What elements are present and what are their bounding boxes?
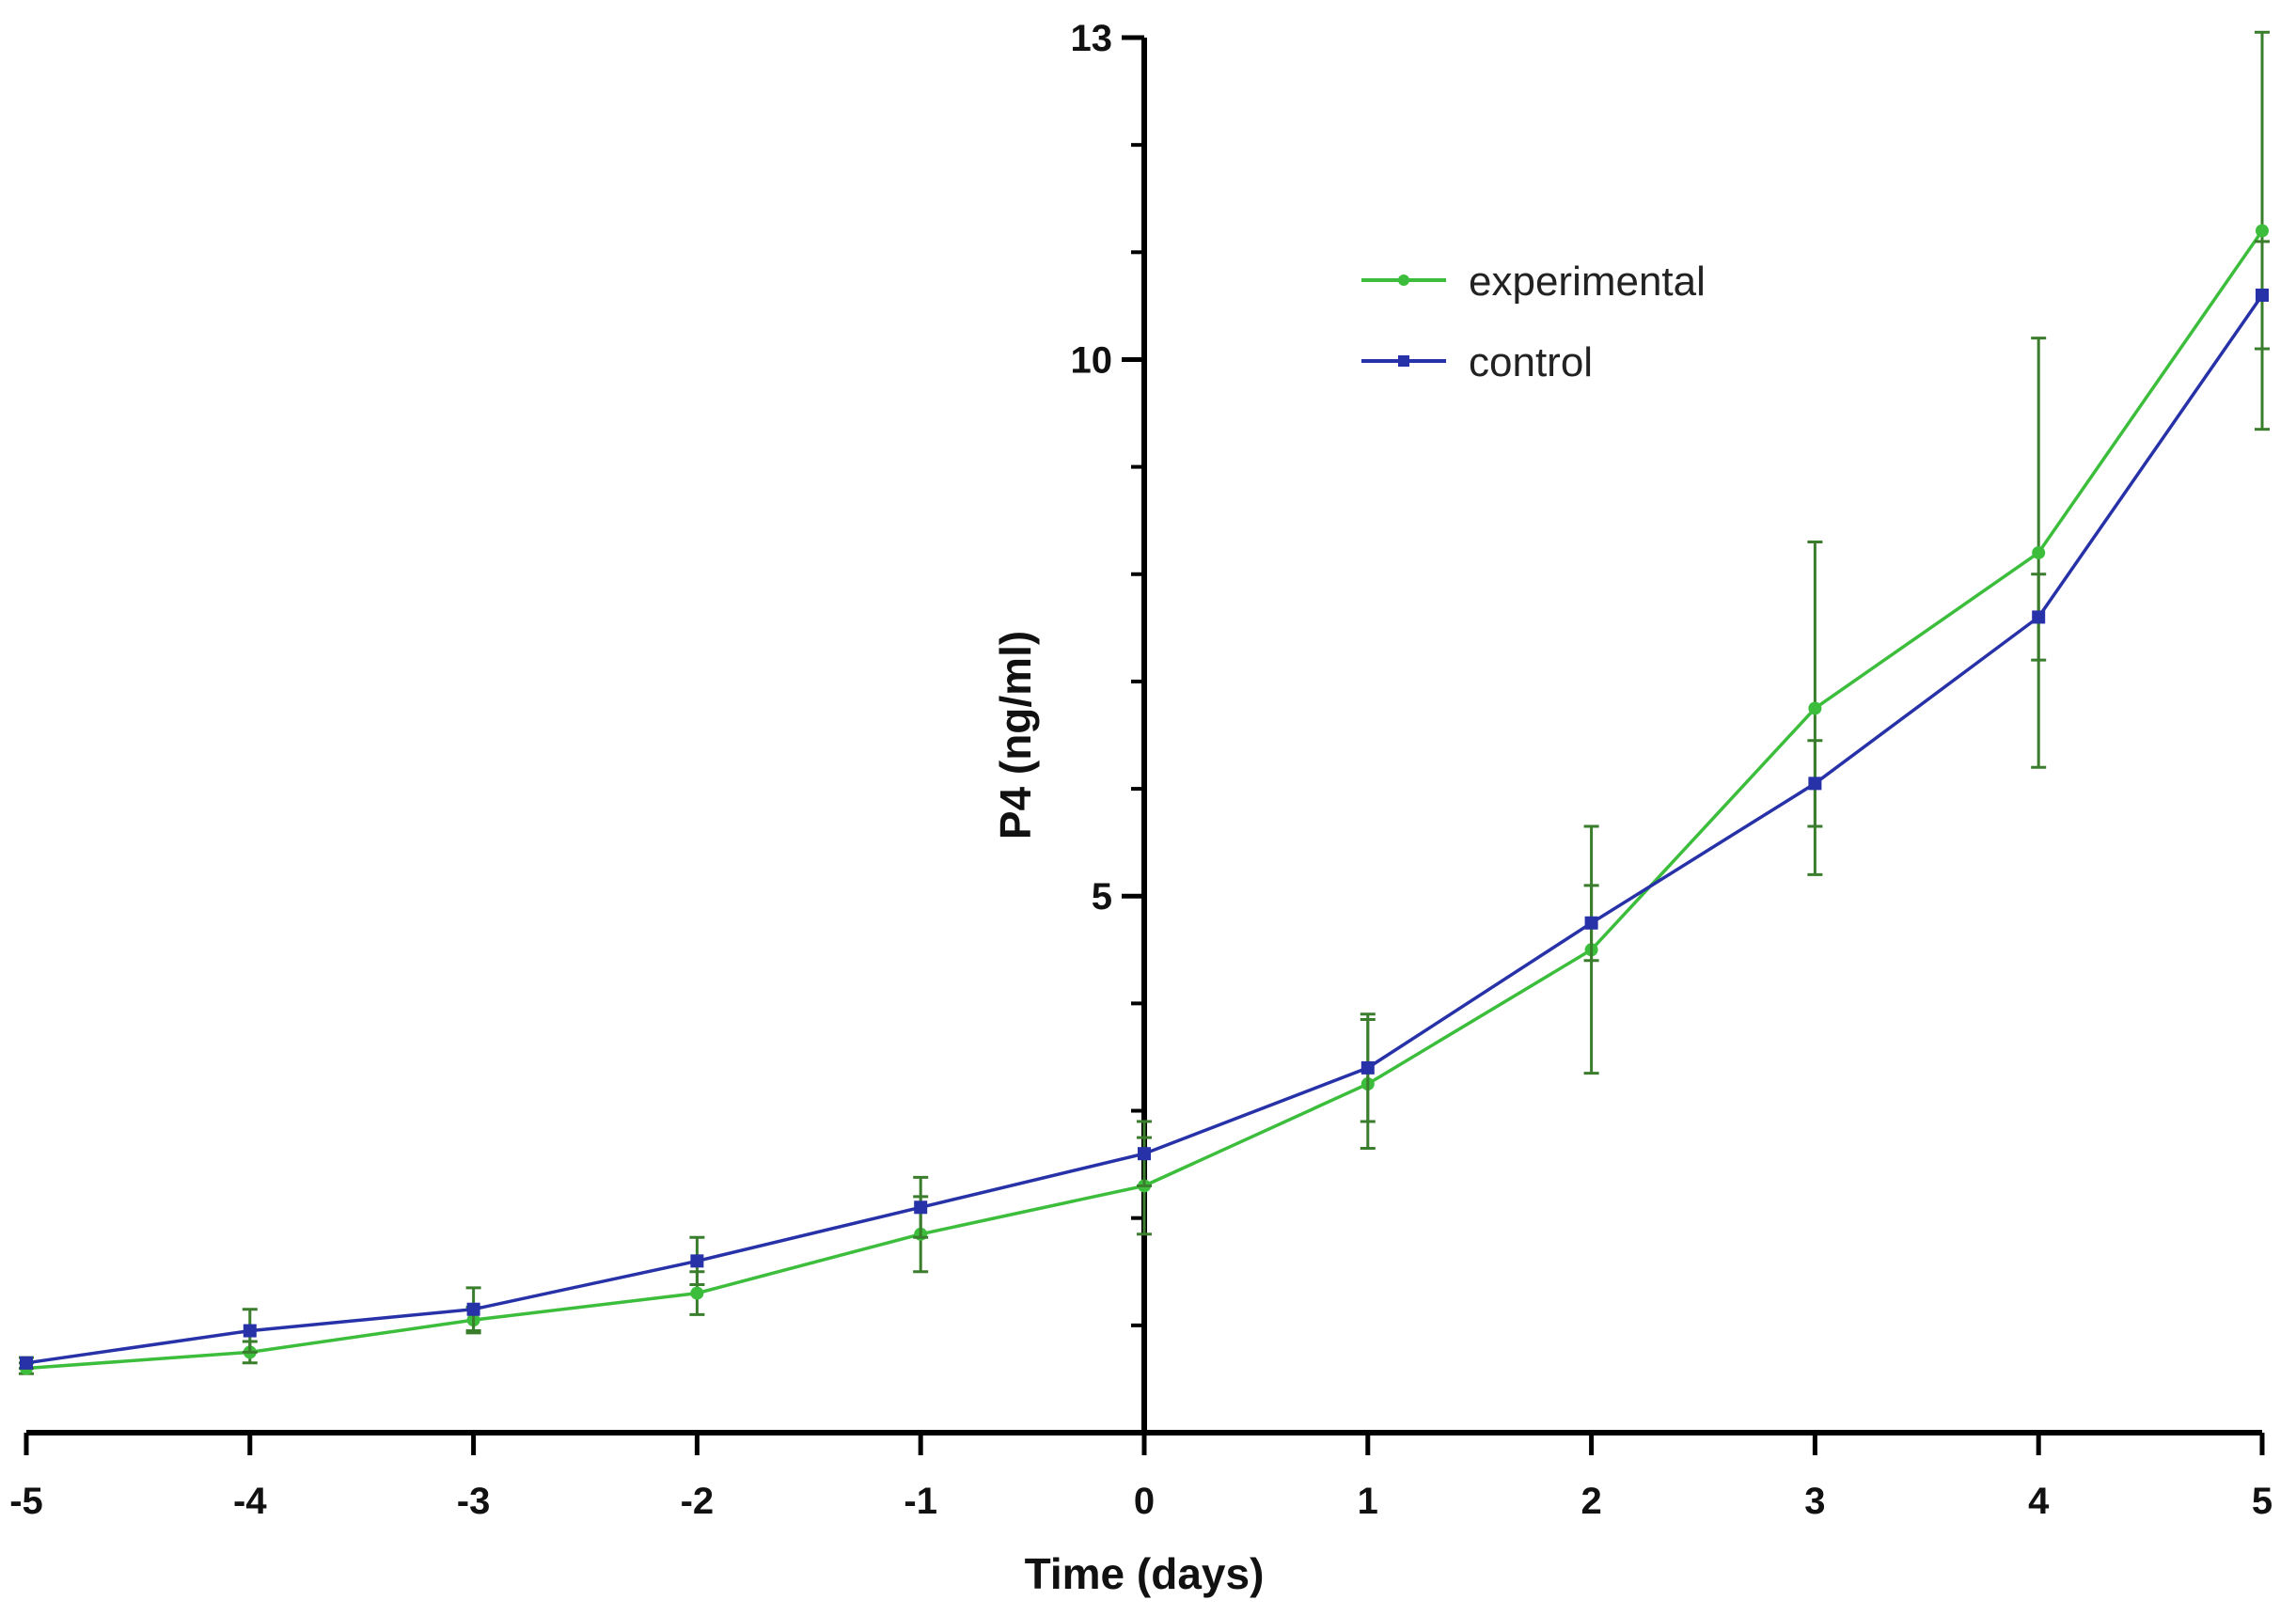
- x-tick-label: 1: [1358, 1481, 1378, 1522]
- y-tick-label: 13: [1071, 18, 1113, 59]
- data-point-control: [20, 1356, 33, 1370]
- x-tick-label: 2: [1580, 1481, 1601, 1522]
- data-point-control: [1138, 1147, 1151, 1161]
- data-point-control: [2256, 288, 2269, 302]
- data-point-control: [1584, 916, 1598, 930]
- x-tick-label: -3: [457, 1481, 491, 1522]
- data-point-control: [914, 1200, 928, 1215]
- x-axis-ticks: -5 -4 -3 -2 -1 0 1 2 3 4 5: [9, 1433, 2272, 1522]
- data-point-control: [1360, 1060, 1375, 1075]
- x-tick-label: 5: [2252, 1481, 2272, 1522]
- data-point-experimental: [2032, 545, 2046, 559]
- series-control: [19, 240, 2270, 1371]
- data-point-control: [690, 1254, 704, 1268]
- legend-item-experimental: experimental: [1361, 259, 1706, 305]
- y-tick-label: 5: [1092, 876, 1112, 918]
- data-point-control: [243, 1324, 257, 1338]
- legend-label-control: control: [1469, 339, 1593, 385]
- data-point-experimental: [1808, 701, 1822, 715]
- legend-marker-experimental: [1398, 275, 1409, 286]
- data-point-control: [2032, 610, 2046, 624]
- y-tick-label: 10: [1071, 339, 1113, 381]
- x-axis-title: Time (days): [1025, 1549, 1265, 1598]
- data-point-control: [466, 1302, 480, 1316]
- x-tick-label: -4: [233, 1481, 267, 1522]
- data-point-control: [1808, 777, 1822, 791]
- y-axis-ticks: 5 10 13: [1071, 18, 1144, 1327]
- x-tick-label: -1: [904, 1481, 937, 1522]
- x-tick-label: 0: [1134, 1481, 1155, 1522]
- legend-label-experimental: experimental: [1469, 259, 1706, 305]
- data-point-experimental: [690, 1286, 704, 1300]
- x-tick-label: -5: [9, 1481, 43, 1522]
- x-tick-label: 4: [2028, 1481, 2050, 1522]
- y-axis-title: P4 (ng/ml): [991, 631, 1040, 839]
- data-point-experimental: [2256, 224, 2269, 238]
- x-tick-label: -2: [681, 1481, 715, 1522]
- legend-marker-control: [1398, 355, 1409, 367]
- legend-item-control: control: [1361, 339, 1593, 385]
- series-layer: [19, 30, 2270, 1375]
- legend: experimental control: [1361, 259, 1706, 385]
- x-tick-label: 3: [1804, 1481, 1825, 1522]
